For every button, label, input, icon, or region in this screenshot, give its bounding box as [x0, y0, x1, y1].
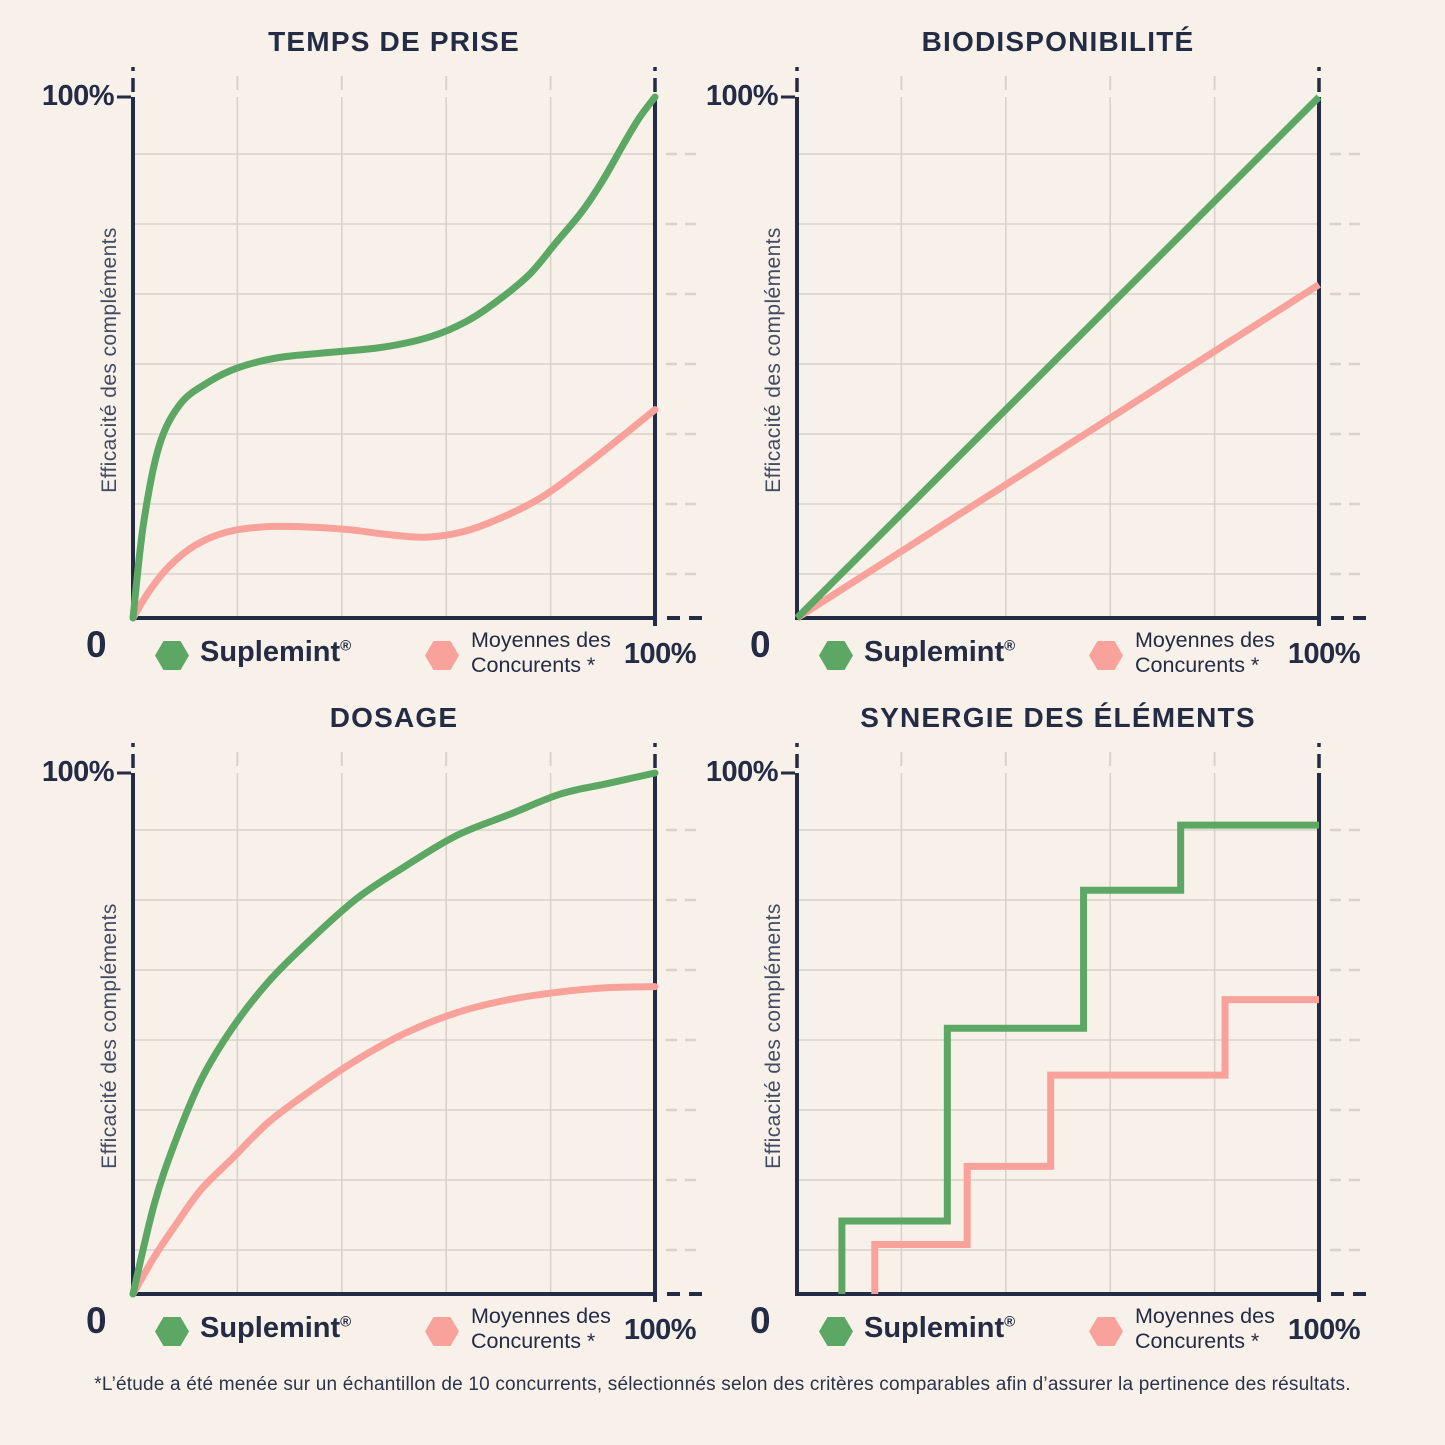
legend-concurrents-line2: Concurents *	[471, 653, 596, 677]
legend-label-concurrents: Moyennes des Concurents *	[1135, 1304, 1275, 1354]
x-axis-max-label: 100%	[623, 638, 697, 670]
legend-concurrents-line2: Concurents *	[471, 1329, 596, 1353]
y-axis-title: Efficacité des compléments	[98, 903, 121, 1169]
y-axis-title: Efficacité des compléments	[762, 227, 785, 493]
charts-grid: TEMPS DE PRISE 100% Efficacité des compl…	[0, 12, 1444, 1364]
y-axis-min-label: 0	[750, 1300, 771, 1341]
y-axis-max-label: 100%	[705, 80, 779, 112]
x-axis-max-label: 100%	[623, 1314, 697, 1346]
legend-concurrents-line2: Concurents *	[1135, 1329, 1260, 1353]
legend-label-suplemint: Suplemint®	[200, 1312, 351, 1345]
chart-legend: Suplemint® Moyennes des Concurents * 100%	[10, 624, 710, 682]
legend-concurrents-line1: Moyennes des	[1135, 1304, 1275, 1328]
chart-title: SYNERGIE DES ÉLÉMENTS	[860, 702, 1256, 733]
concurrents-hexagon-icon	[1089, 1317, 1123, 1346]
plot-svg	[117, 67, 702, 626]
plot-svg	[781, 67, 1366, 626]
y-axis-min-label: 0	[750, 624, 771, 665]
plot-svg	[781, 743, 1366, 1302]
chart-legend: Suplemint® Moyennes des Concurents * 100%	[10, 1300, 710, 1358]
concurrents-hexagon-icon	[425, 1317, 459, 1346]
chart-panel-dosage: DOSAGE 100% Efficacité des compléments 0…	[0, 688, 722, 1364]
suplemint-hexagon-icon	[819, 641, 853, 670]
y-axis-min-label: 0	[86, 624, 107, 665]
chart-area: 100% Efficacité des compléments 0 Suplem…	[674, 740, 1374, 1358]
registered-mark: ®	[1004, 1313, 1016, 1331]
y-axis-min-label: 0	[86, 1300, 107, 1341]
registered-mark: ®	[340, 1313, 352, 1331]
y-axis-title: Efficacité des compléments	[762, 903, 785, 1169]
y-axis-title: Efficacité des compléments	[98, 227, 121, 493]
registered-mark: ®	[1004, 637, 1016, 655]
chart-panel-synergie: SYNERGIE DES ÉLÉMENTS 100% Efficacité de…	[706, 688, 1444, 1364]
chart-title: BIODISPONIBILITÉ	[921, 26, 1195, 57]
chart-area: 100% Efficacité des compléments 0 Suplem…	[10, 740, 710, 1358]
chart-legend: Suplemint® Moyennes des Concurents * 100%	[674, 1300, 1374, 1358]
chart-area: 100% Efficacité des compléments 0 Suplem…	[10, 64, 710, 682]
x-axis-max-label: 100%	[1287, 1314, 1361, 1346]
panel-inner: DOSAGE 100% Efficacité des compléments 0…	[10, 702, 710, 1358]
panel-inner: BIODISPONIBILITÉ 100% Efficacité des com…	[674, 26, 1374, 682]
legend-label-concurrents: Moyennes des Concurents *	[471, 628, 611, 678]
chart-panel-biodisponibilite: BIODISPONIBILITÉ 100% Efficacité des com…	[706, 12, 1444, 688]
panel-inner: SYNERGIE DES ÉLÉMENTS 100% Efficacité de…	[674, 702, 1374, 1358]
suplemint-hexagon-icon	[819, 1317, 853, 1346]
suplemint-hexagon-icon	[155, 641, 189, 670]
legend-concurrents-line1: Moyennes des	[1135, 628, 1275, 652]
y-axis-max-label: 100%	[41, 756, 115, 788]
chart-panel-temps-de-prise: TEMPS DE PRISE 100% Efficacité des compl…	[0, 12, 722, 688]
y-axis-max-label: 100%	[41, 80, 115, 112]
legend-suplemint-text: Suplemint	[864, 636, 1005, 668]
panel-inner: TEMPS DE PRISE 100% Efficacité des compl…	[10, 26, 710, 682]
concurrents-hexagon-icon	[425, 641, 459, 670]
legend-suplemint-text: Suplemint	[864, 1312, 1005, 1344]
chart-title: TEMPS DE PRISE	[268, 26, 520, 57]
concurrents-hexagon-icon	[1089, 641, 1123, 670]
study-footnote: *L’étude a été menée sur un échantillon …	[94, 1374, 1351, 1395]
chart-legend: Suplemint® Moyennes des Concurents * 100%	[674, 624, 1374, 682]
legend-concurrents-line2: Concurents *	[1135, 653, 1260, 677]
legend-concurrents-line1: Moyennes des	[471, 1304, 611, 1328]
chart-area: 100% Efficacité des compléments 0 Suplem…	[674, 64, 1374, 682]
legend-concurrents-line1: Moyennes des	[471, 628, 611, 652]
chart-title: DOSAGE	[329, 702, 459, 733]
suplemint-hexagon-icon	[155, 1317, 189, 1346]
registered-mark: ®	[340, 637, 352, 655]
legend-suplemint-text: Suplemint	[200, 636, 341, 668]
legend-label-suplemint: Suplemint®	[864, 1312, 1015, 1345]
plot-svg	[117, 743, 702, 1302]
legend-label-concurrents: Moyennes des Concurents *	[471, 1304, 611, 1354]
y-axis-max-label: 100%	[705, 756, 779, 788]
x-axis-max-label: 100%	[1287, 638, 1361, 670]
legend-suplemint-text: Suplemint	[200, 1312, 341, 1344]
legend-label-suplemint: Suplemint®	[864, 636, 1015, 669]
legend-label-concurrents: Moyennes des Concurents *	[1135, 628, 1275, 678]
legend-label-suplemint: Suplemint®	[200, 636, 351, 669]
